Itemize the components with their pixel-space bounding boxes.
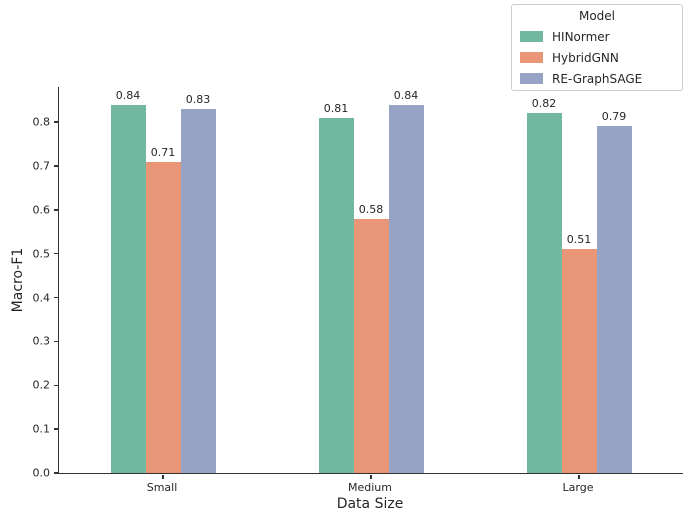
bar-RE-GraphSAGE-Medium — [388, 104, 424, 473]
x-tick-label: Medium — [348, 481, 392, 494]
x-tick — [578, 474, 580, 479]
bar-value-label: 0.51 — [566, 233, 592, 247]
y-tick-label: 0.6 — [32, 203, 51, 217]
x-tick-label: Small — [146, 481, 178, 494]
y-axis-label: Macro-F1 — [10, 247, 26, 313]
y-tick — [54, 252, 58, 255]
legend-item-HINormer: HINormer — [520, 26, 674, 47]
bar-value-label: 0.84 — [393, 88, 419, 102]
bar-value-label: 0.58 — [358, 202, 384, 216]
y-tick-label: 0.7 — [32, 159, 51, 173]
y-tick — [54, 340, 58, 343]
bar-HybridGNN-Medium — [353, 218, 389, 473]
y-tick — [54, 428, 58, 430]
legend-item-label: HybridGNN — [552, 50, 619, 65]
bar-value-label: 0.82 — [531, 97, 557, 111]
y-tick-label: 0.0 — [32, 466, 51, 480]
y-tick-label: 0.8 — [32, 115, 51, 129]
bar-value-label: 0.71 — [150, 145, 176, 159]
y-tick-label: 0.2 — [32, 378, 51, 392]
plot-area: 0.84 0.71 0.83 0.81 0.58 0.84 0.82 0.51 0.79 — [58, 87, 683, 474]
bar-HINormer-Medium — [318, 117, 354, 473]
y-tick-label: 0.3 — [32, 334, 51, 348]
bar-RE-GraphSAGE-Small — [180, 108, 216, 473]
x-tick-label: Large — [562, 481, 594, 494]
legend-item-RE-GraphSAGE: RE-GraphSAGE — [520, 68, 674, 89]
legend-swatch — [520, 52, 543, 63]
bar-value-label: 0.84 — [115, 88, 141, 102]
x-axis-label: Data Size — [336, 496, 404, 512]
x-tick — [370, 474, 372, 479]
bar-HINormer-Small — [110, 104, 146, 473]
legend-item-HybridGNN: HybridGNN — [520, 47, 674, 68]
y-tick — [54, 165, 58, 167]
bar-HybridGNN-Large — [561, 249, 597, 473]
y-tick-label: 0.1 — [32, 422, 51, 436]
legend: Model HINormer HybridGNN RE-GraphSAGE — [511, 4, 683, 91]
legend-item-label: HINormer — [552, 29, 610, 44]
bar-value-label: 0.79 — [601, 110, 627, 124]
y-tick — [54, 384, 58, 387]
x-tick — [162, 474, 164, 479]
bar-RE-GraphSAGE-Large — [596, 126, 632, 473]
y-tick — [54, 209, 58, 211]
bar-HybridGNN-Small — [145, 161, 181, 473]
y-tick-label: 0.4 — [32, 291, 51, 305]
bar-HINormer-Large — [526, 113, 562, 473]
y-tick-label: 0.5 — [32, 247, 51, 261]
legend-swatch — [520, 73, 543, 84]
y-tick — [54, 296, 58, 299]
legend-item-label: RE-GraphSAGE — [552, 71, 643, 86]
legend-swatch — [520, 31, 543, 42]
y-tick — [54, 472, 58, 474]
bar-value-label: 0.83 — [185, 92, 211, 106]
legend-title: Model — [578, 9, 616, 23]
bar-value-label: 0.81 — [323, 101, 349, 115]
legend-items: HINormer HybridGNN RE-GraphSAGE — [520, 26, 674, 89]
y-tick — [54, 121, 58, 123]
